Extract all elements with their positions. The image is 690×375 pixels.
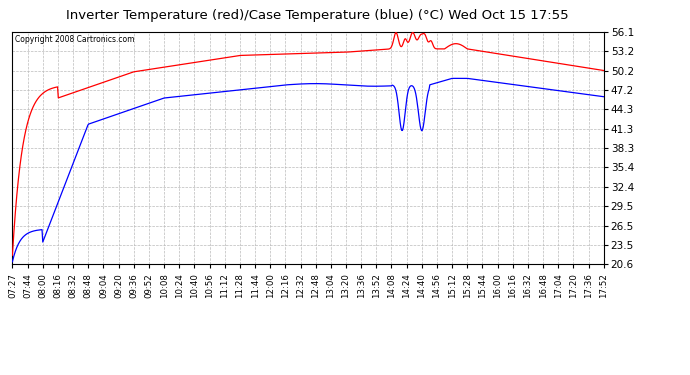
Text: Inverter Temperature (red)/Case Temperature (blue) (°C) Wed Oct 15 17:55: Inverter Temperature (red)/Case Temperat… <box>66 9 569 22</box>
Text: Copyright 2008 Cartronics.com: Copyright 2008 Cartronics.com <box>14 35 135 44</box>
